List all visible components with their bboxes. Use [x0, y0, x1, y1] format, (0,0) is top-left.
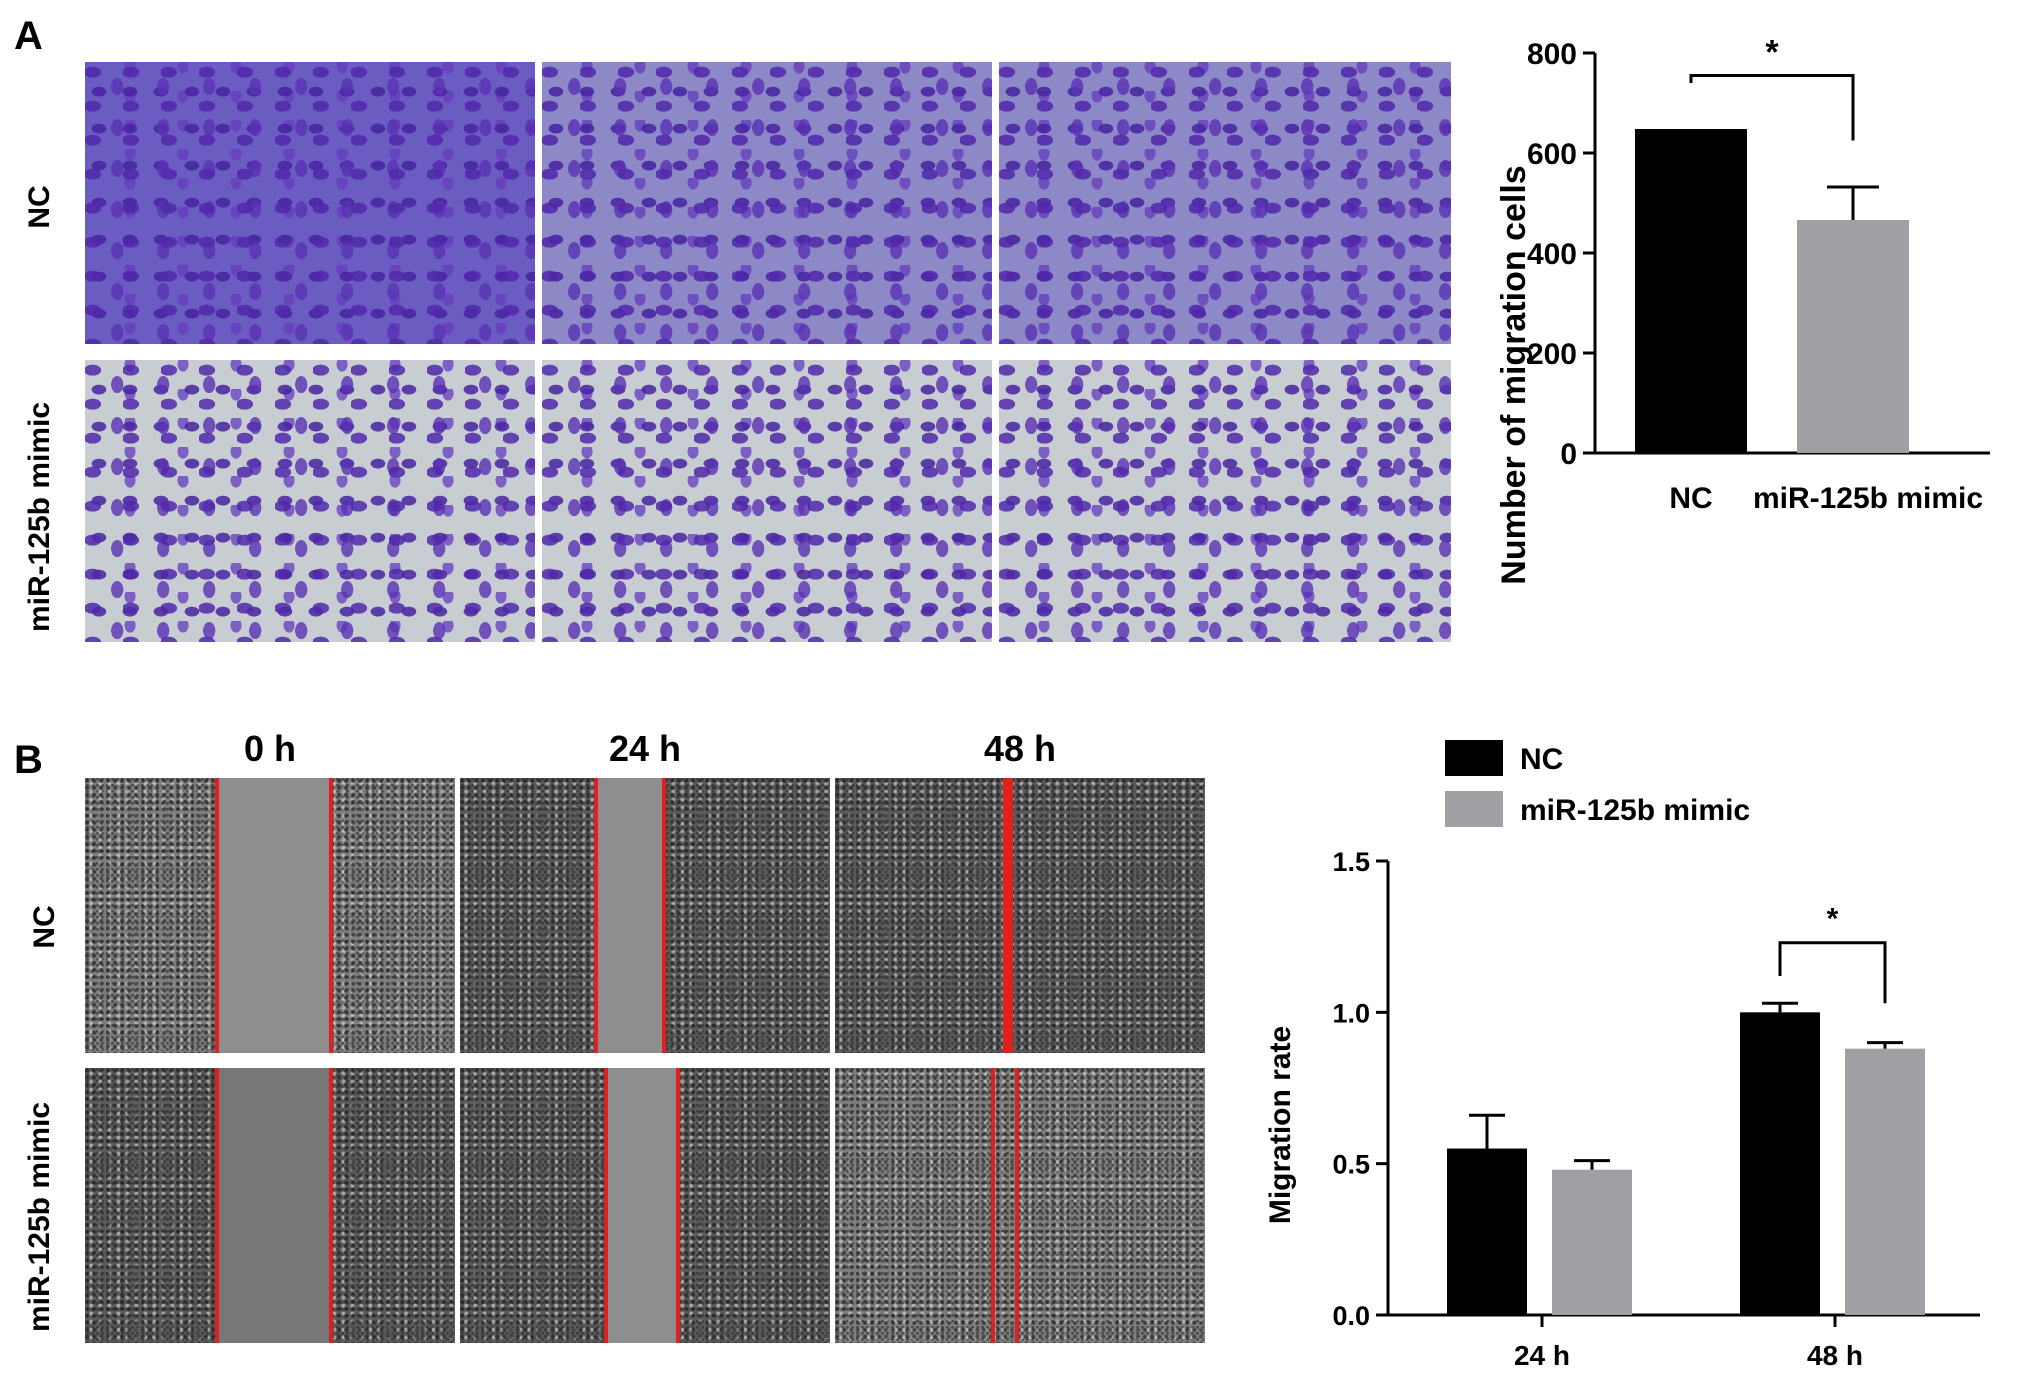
- transwell-image-mimic-3: [999, 360, 1451, 642]
- chart-b-legend-swatch: [1445, 791, 1503, 827]
- chart-a-ytick-label: 800: [1527, 38, 1577, 71]
- transwell-image-nc-2: [542, 62, 992, 344]
- scratch-image-mimic-24h: [460, 1068, 830, 1343]
- chart-b-legend-label: NC: [1520, 743, 1563, 776]
- panel-b-row-label-nc: NC: [28, 905, 61, 949]
- chart-a-xtick-label: miR-125b mimic: [1753, 482, 1983, 515]
- chart-a-ytick-label: 0: [1560, 438, 1577, 471]
- panel-a-row-label-nc: NC: [23, 185, 56, 229]
- transwell-image-nc-1: [85, 62, 535, 344]
- chart-b-xtick-label: 24 h: [1514, 1340, 1570, 1370]
- panel-b-row-label-mimic: miR-125b mimic: [23, 1101, 56, 1333]
- chart-a-bar: [1635, 129, 1747, 453]
- chart-a: Number of migration cells 0 200 400 600 800 N…: [1495, 34, 1990, 585]
- chart-b-ytick-label: 1.0: [1332, 998, 1370, 1028]
- chart-b-bar: [1740, 1012, 1820, 1315]
- scratch-image-nc-24h: [460, 778, 830, 1053]
- chart-b-legend-swatch: [1445, 740, 1503, 776]
- chart-a-xtick-label: NC: [1669, 482, 1712, 515]
- scratch-image-mimic-0h: [85, 1068, 455, 1343]
- column-label-24h: 24 h: [608, 728, 682, 769]
- chart-b-ytick-label: 0.5: [1332, 1150, 1370, 1180]
- transwell-image-nc-3: [999, 62, 1451, 344]
- chart-b-ytick-label: 1.5: [1332, 847, 1370, 877]
- panel-b-letter: B: [14, 738, 43, 782]
- chart-b-significance-bracket: [1778, 941, 1887, 1004]
- panel-a-row-label-mimic: miR-125b mimic: [23, 401, 56, 633]
- chart-b-bar: [1552, 1169, 1632, 1315]
- chart-a-significance-bracket: [1689, 74, 1855, 141]
- transwell-image-mimic-1: [85, 360, 535, 642]
- chart-a-ytick-label: 400: [1527, 238, 1577, 271]
- chart-b-significance-marker: *: [1827, 903, 1839, 936]
- chart-a-ylabel: Number of migration cells: [1495, 165, 1533, 584]
- chart-b-bar: [1845, 1048, 1925, 1315]
- chart-b-ytick-label: 0.0: [1332, 1301, 1370, 1331]
- scratch-image-nc-48h: [835, 778, 1205, 1053]
- panel-a-letter: A: [14, 14, 43, 58]
- chart-b-bar: [1447, 1148, 1527, 1315]
- column-label-48h: 48 h: [983, 728, 1057, 769]
- chart-b-xtick-label: 48 h: [1807, 1340, 1863, 1370]
- chart-b-legend-label: miR-125b mimic: [1520, 794, 1750, 827]
- transwell-image-mimic-2: [542, 360, 992, 642]
- scratch-image-mimic-48h: [835, 1068, 1205, 1343]
- column-label-0h: 0 h: [243, 728, 296, 769]
- chart-a-significance-marker: *: [1765, 34, 1779, 72]
- chart-a-bar: [1797, 220, 1909, 453]
- chart-a-ytick-label: 600: [1527, 138, 1577, 171]
- chart-a-ytick-label: 200: [1527, 338, 1577, 371]
- chart-b: Migration rate 0.0 0.5 1.0 1.5 24 h 48 h NC miR…: [1264, 740, 1980, 1370]
- scratch-image-nc-0h: [85, 778, 455, 1053]
- chart-b-ylabel: Migration rate: [1264, 1026, 1297, 1224]
